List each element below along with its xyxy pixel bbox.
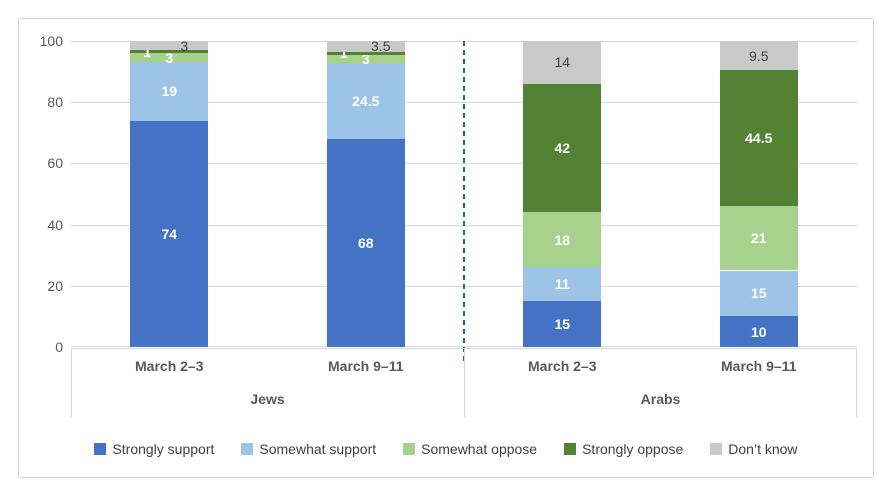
legend-swatch-icon [564, 443, 577, 455]
bar-segment [326, 54, 405, 64]
legend-label: Somewhat oppose [421, 441, 538, 457]
bar-segment-label: 15 [554, 316, 571, 333]
bar-segment-label: 3 [180, 37, 189, 54]
bar-segment-label: 21 [750, 230, 767, 247]
bar-segment [326, 138, 405, 347]
axis-separator-line [464, 349, 465, 417]
bar-segment [326, 63, 405, 139]
legend-item: Strongly oppose [564, 441, 683, 457]
bar-segment [523, 212, 602, 268]
bar-segment [523, 83, 602, 213]
y-axis-tick-label: 20 [47, 277, 63, 294]
legend-swatch-icon [94, 443, 107, 455]
bar-segment-label: 18 [554, 231, 571, 248]
plot-area: 0 20 40 60 80 100 74 19 3 1 3 68 24.5 3 1 3.5 15 11 18 42 14… [40, 33, 857, 355]
legend-swatch-icon [241, 443, 254, 455]
bar-segment-label: 3 [165, 49, 174, 66]
group-separator-line [463, 41, 465, 361]
bar-segment-label: 1 [143, 43, 152, 60]
bar-segment-label: 74 [161, 225, 178, 242]
bar-segment-label: 68 [357, 234, 374, 251]
bar-segment-label: 3 [361, 51, 370, 68]
legend-label: Don’t know [728, 441, 798, 457]
bar-segment-label: 44.5 [745, 130, 773, 147]
legend-label: Strongly support [112, 441, 215, 457]
bar-segment-label: 15 [750, 285, 767, 302]
bar-segment [326, 51, 405, 55]
y-axis-tick-label: 100 [39, 33, 63, 49]
bar-segment-label: 9.5 [749, 47, 769, 64]
legend-swatch-icon [403, 443, 416, 455]
axis-separator-line [71, 349, 72, 417]
category-label: March 9–11 [721, 358, 797, 374]
bar-segment [130, 62, 209, 121]
chart-figure: 0 20 40 60 80 100 74 19 3 1 3 68 24.5 3 1 3.5 15 11 18 42 14… [18, 18, 874, 478]
legend-item: Somewhat oppose [403, 441, 537, 457]
bar-segment-label: 14 [554, 54, 571, 71]
bar-segment-label: 24.5 [352, 93, 380, 110]
category-axis: March 2–3 March 9–11 Jews March 2–3 March 9–… [71, 348, 857, 417]
legend-item: Don’t know [710, 441, 798, 457]
group-label: Arabs [640, 391, 681, 407]
bar-segment [130, 120, 209, 347]
axis-separator-line [856, 349, 857, 417]
legend-label: Strongly oppose [582, 441, 684, 457]
legend-item: Strongly support [94, 441, 214, 457]
bar-segment-label: 3.5 [371, 38, 391, 55]
bar-segment [130, 53, 209, 63]
legend-item: Somewhat support [241, 441, 376, 457]
bar-segment [719, 70, 798, 207]
category-label: March 9–11 [328, 358, 404, 374]
bar-segment [326, 41, 405, 52]
bar-segment-label: 1 [339, 45, 348, 62]
bar-segment [719, 316, 798, 347]
legend-label: Somewhat support [259, 441, 377, 457]
bar-segment [523, 301, 602, 347]
category-label: March 2–3 [528, 358, 597, 374]
y-axis-tick-label: 80 [47, 94, 63, 111]
y-axis-tick-label: 60 [47, 155, 63, 172]
bar-segment [719, 41, 798, 71]
legend-swatch-icon [710, 443, 723, 455]
bar-segment [130, 41, 209, 51]
y-axis-tick-label: 40 [47, 216, 63, 233]
bar-segment [719, 270, 798, 317]
y-axis-tick-label: 0 [55, 339, 63, 355]
bar-segment [523, 267, 602, 302]
category-label: March 2–3 [135, 358, 204, 374]
group-label: Jews [250, 391, 285, 407]
bar-segment-label: 10 [750, 323, 767, 340]
bar-segment [523, 41, 602, 84]
bar-segment-label: 11 [554, 276, 570, 293]
bar-segment [719, 206, 798, 271]
bar-segment [130, 50, 209, 54]
bar-segment-label: 42 [554, 140, 571, 157]
legend: Strongly support Somewhat support Somewhat… [19, 437, 873, 461]
bar-segment-label: 19 [161, 83, 178, 100]
